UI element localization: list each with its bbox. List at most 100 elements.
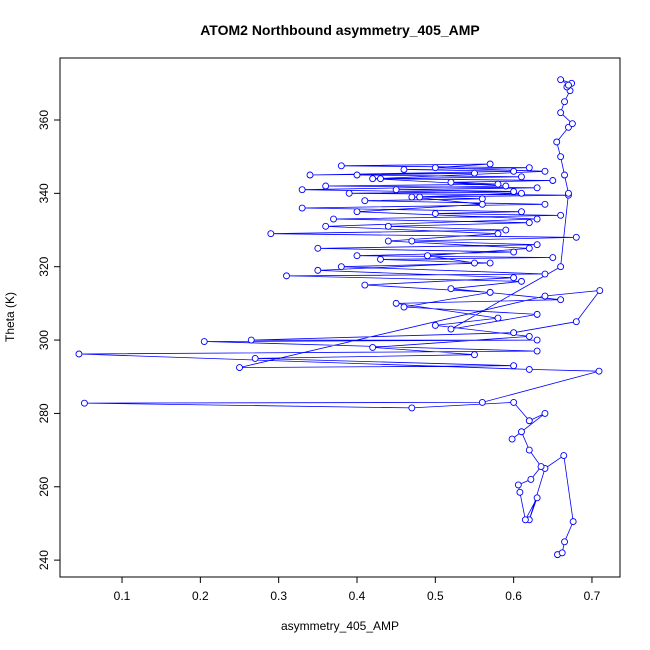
data-point <box>510 188 518 195</box>
data-point <box>516 488 524 496</box>
x-tick-label: 0.2 <box>192 589 209 603</box>
data-point <box>510 167 518 175</box>
data-point <box>247 336 255 344</box>
data-point <box>353 171 361 179</box>
data-point <box>447 285 455 293</box>
data-point <box>553 138 561 146</box>
data-point <box>533 494 541 502</box>
data-point <box>353 208 361 216</box>
data-point <box>337 162 345 170</box>
data-point <box>541 409 549 417</box>
x-tick-label: 0.3 <box>270 589 287 603</box>
data-point <box>283 272 290 280</box>
data-point <box>572 233 580 241</box>
y-tick-label: 340 <box>37 183 51 203</box>
data-point <box>392 299 400 307</box>
x-tick-label: 0.4 <box>349 589 366 603</box>
data-point <box>557 211 565 219</box>
data-point <box>400 303 408 311</box>
y-axis-label: Theta (K) <box>3 292 17 342</box>
data-point <box>514 481 522 489</box>
data-point <box>322 222 330 230</box>
data-point <box>560 452 568 460</box>
data-point <box>537 463 545 471</box>
data-point <box>200 338 208 345</box>
data-point <box>568 120 576 128</box>
data-point <box>369 175 377 183</box>
data-point <box>595 367 603 375</box>
data-point <box>361 281 369 289</box>
data-point <box>408 237 416 245</box>
data-point <box>508 435 516 443</box>
y-tick-label: 240 <box>37 550 51 570</box>
data-point <box>345 189 353 197</box>
data-point <box>447 178 455 186</box>
data-point <box>478 398 486 406</box>
data-point <box>494 230 502 238</box>
data-point <box>533 347 541 355</box>
data-point <box>431 321 439 329</box>
data-point <box>525 244 533 252</box>
data-point <box>510 274 518 282</box>
data-point <box>561 98 568 106</box>
data-point <box>541 167 549 175</box>
data-point <box>533 184 541 192</box>
data-point <box>510 398 518 406</box>
data-point <box>494 314 502 322</box>
data-point <box>541 200 549 208</box>
data-point <box>518 428 525 436</box>
data-point <box>369 343 377 351</box>
data-point <box>314 244 322 252</box>
data-point <box>337 263 345 271</box>
data-point <box>569 518 577 526</box>
data-point <box>557 263 565 271</box>
x-tick-label: 0.6 <box>505 589 522 603</box>
data-point <box>521 516 529 524</box>
data-point <box>533 241 541 249</box>
data-point <box>525 164 533 172</box>
data-point <box>306 171 314 179</box>
data-point <box>392 186 400 194</box>
data-point <box>330 215 337 223</box>
data-point <box>533 310 541 318</box>
chart-title: ATOM2 Northbound asymmetry_405_AMP <box>200 22 480 38</box>
data-point <box>447 325 455 333</box>
data-point <box>558 549 566 557</box>
data-point <box>424 252 431 260</box>
data-point <box>408 404 416 412</box>
data-point <box>510 362 518 370</box>
data-point <box>408 193 416 201</box>
data-point <box>557 109 565 117</box>
data-point <box>541 270 549 278</box>
data-point <box>75 350 83 358</box>
data-point <box>557 296 565 304</box>
data-point <box>267 230 275 238</box>
data-point <box>502 182 510 190</box>
data-point <box>298 186 306 194</box>
data-point <box>561 171 568 179</box>
data-point <box>525 365 533 373</box>
data-point <box>384 222 392 230</box>
data-point <box>471 351 478 359</box>
data-point <box>541 292 549 300</box>
data-point <box>486 160 494 168</box>
data-point <box>314 266 322 274</box>
data-point <box>361 197 369 205</box>
data-point <box>431 164 439 172</box>
data-point <box>471 259 478 267</box>
y-tick-label: 260 <box>37 476 51 496</box>
data-point <box>533 336 541 344</box>
data-point <box>384 237 392 245</box>
data-point <box>486 288 494 296</box>
y-tick-label: 280 <box>37 403 51 423</box>
data-point <box>494 180 502 188</box>
data-point <box>533 215 541 223</box>
y-tick-label: 320 <box>37 256 51 276</box>
x-axis-label: asymmetry_405_AMP <box>281 619 399 633</box>
data-point <box>525 446 533 454</box>
data-point <box>527 475 535 483</box>
data-point <box>377 175 384 183</box>
data-point <box>502 226 510 234</box>
x-tick-label: 0.7 <box>584 589 601 603</box>
